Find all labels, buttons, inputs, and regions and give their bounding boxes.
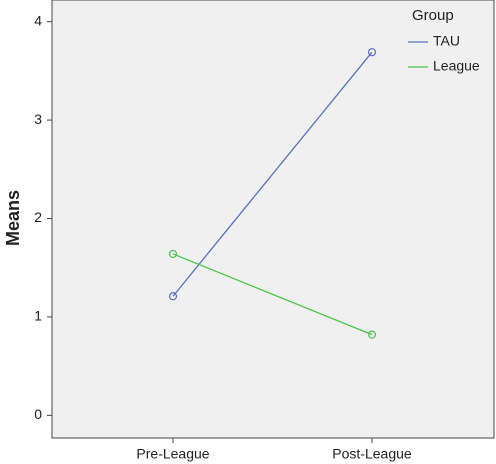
- y-axis-title: Means: [3, 190, 23, 246]
- y-tick-label: 3: [34, 111, 42, 127]
- y-tick-label: 4: [34, 12, 42, 28]
- legend-label: TAU: [433, 33, 460, 49]
- point: [367, 330, 377, 339]
- point: [168, 292, 178, 301]
- y-tick-label: 0: [34, 406, 42, 422]
- point: [168, 249, 178, 259]
- plot-area: [51, 0, 495, 439]
- x-tick-label: Pre-League: [136, 446, 209, 462]
- series-line: [172, 51, 373, 297]
- y-tick-label: 2: [34, 209, 42, 225]
- y-tick-label: 1: [34, 308, 42, 324]
- point: [367, 48, 377, 57]
- legend-title: Group: [412, 7, 454, 24]
- legend-label: League: [433, 58, 480, 74]
- series-line: [172, 253, 373, 336]
- x-tick-label: Post-League: [332, 446, 412, 462]
